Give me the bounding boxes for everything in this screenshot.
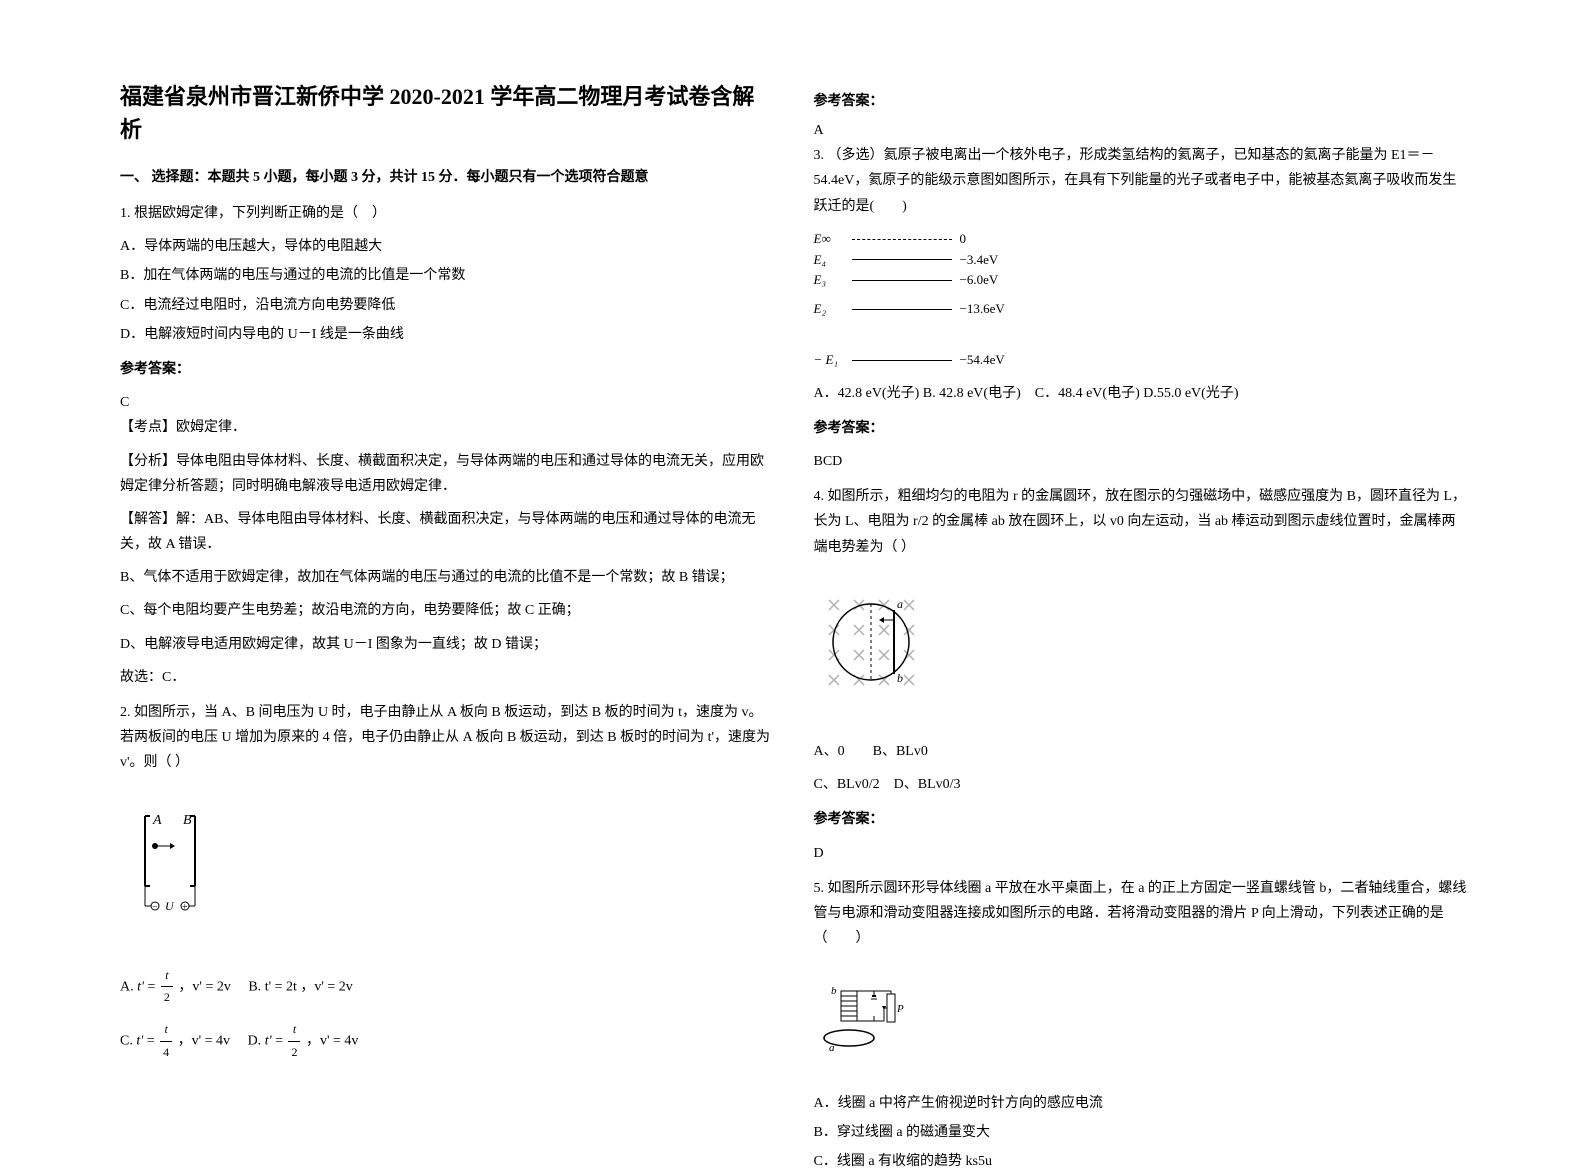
q2-optA-suffix: ，v' = 2v [178, 979, 230, 994]
svg-text:A: A [152, 813, 162, 828]
q1-solve-D: D、电解液导电适用欧姆定律，故其 U－I 图象为一直线；故 D 错误； [120, 632, 774, 657]
svg-text:U: U [165, 899, 175, 913]
q2-optC-suffix: ，v' = 4v [178, 1033, 230, 1048]
q5-coil-diagram: a b P [814, 961, 1468, 1080]
q4-stem: 4. 如图所示，粗细均匀的电阻为 r 的金属圆环，放在图示的匀强磁场中，磁感应强… [814, 484, 1468, 560]
q5-optC: C．线圈 a 有收缩的趋势 ks5u [814, 1149, 1468, 1174]
q1-answer-label: 参考答案： [120, 357, 774, 382]
q2-circuit-diagram: A B − + U [120, 786, 774, 955]
e1-val: −54.4eV [960, 350, 1005, 371]
e4: E₄ [814, 250, 844, 271]
e1: − E₁ [814, 350, 844, 371]
page-title: 福建省泉州市晋江新侨中学 2020-2021 学年高二物理月考试卷含解析 [120, 80, 774, 146]
svg-text:a: a [829, 1042, 835, 1054]
q2: 2. 如图所示，当 A、B 间电压为 U 时，电子由静止从 A 板向 B 板运动… [120, 700, 774, 1063]
q2-optB-prefix: B. [248, 979, 264, 994]
q2-optA-prefix: A. [120, 979, 137, 994]
q1-solve-intro: 【解答】解：AB、导体电阻由导体材料、长度、横截面积决定，与导体两端的电压和通过… [120, 507, 774, 557]
q3-options: A．42.8 eV(光子) B. 42.8 eV(电子) C．48.4 eV(电… [814, 381, 1468, 406]
q2-answer: A [814, 118, 1468, 143]
svg-text:a: a [897, 597, 903, 611]
q4-optCD: C、BLv0/2 D、BLv0/3 [814, 772, 1468, 797]
q1-optD: D．电解液短时间内导电的 U－I 线是一条曲线 [120, 322, 774, 347]
q2-stem: 2. 如图所示，当 A、B 间电压为 U 时，电子由静止从 A 板向 B 板运动… [120, 700, 774, 776]
q5-optA: A．线圈 a 中将产生俯视逆时针方向的感应电流 [814, 1091, 1468, 1116]
e3-val: −6.0eV [960, 270, 999, 291]
q1-answer: C [120, 390, 774, 415]
q3: 3. （多选）氦原子被电离出一个核外电子，形成类氢结构的氦离子，已知基态的氦离子… [814, 143, 1468, 474]
svg-text:P: P [896, 1003, 904, 1015]
q2-options-row2: C. t' = t4 ，v' = 4v D. t' = t2 ，v' = 4v [120, 1019, 774, 1063]
q1-solve-C: C、每个电阻均要产生电势差；故沿电流的方向，电势要降低；故 C 正确； [120, 598, 774, 623]
e2-val: −13.6eV [960, 299, 1005, 320]
q4-optAB: A、0 B、BLv0 [814, 739, 1468, 764]
svg-text:b: b [897, 671, 903, 685]
right-column: 参考答案： A 3. （多选）氦原子被电离出一个核外电子，形成类氢结构的氦离子，… [794, 80, 1488, 1082]
q1-point: 【考点】欧姆定律． [120, 415, 774, 440]
e-inf: E∞ [814, 229, 844, 250]
q3-answer-label: 参考答案： [814, 416, 1468, 441]
q2-options-row1: A. t' = t2 ，v' = 2v B. t' = 2t ，v' = 2v [120, 965, 774, 1009]
svg-text:+: + [182, 902, 188, 913]
e4-val: −3.4eV [960, 250, 999, 271]
q3-energy-diagram: E∞ 0 E₄ −3.4eV E₃ −6.0eV E₂ −13.6eV − E₁ [814, 229, 1468, 371]
e2: E₂ [814, 299, 844, 320]
q1-optB: B．加在气体两端的电压与通过的电流的比值是一个常数 [120, 263, 774, 288]
left-column: 福建省泉州市晋江新侨中学 2020-2021 学年高二物理月考试卷含解析 一、 … [100, 80, 794, 1082]
q1-optC: C．电流经过电阻时，沿电流方向电势要降低 [120, 293, 774, 318]
q4-answer-label: 参考答案： [814, 807, 1468, 832]
q3-answer: BCD [814, 449, 1468, 474]
e-inf-val: 0 [960, 229, 967, 250]
q2-optC-prefix: C. [120, 1033, 136, 1048]
q1-solve-final: 故选：C． [120, 665, 774, 690]
q2-optD-suffix: ，v' = 4v [306, 1033, 358, 1048]
q1-analysis: 【分析】导体电阻由导体材料、长度、横截面积决定，与导体两端的电压和通过导体的电流… [120, 449, 774, 499]
q1-stem: 1. 根据欧姆定律，下列判断正确的是（ ） [120, 201, 774, 226]
section1-title: 一、 选择题：本题共 5 小题，每小题 3 分，共计 15 分．每小题只有一个选… [120, 166, 774, 186]
q2-answer-label: 参考答案： [814, 90, 1468, 110]
q1: 1. 根据欧姆定律，下列判断正确的是（ ） A．导体两端的电压越大，导体的电阻越… [120, 201, 774, 690]
q4: 4. 如图所示，粗细均匀的电阻为 r 的金属圆环，放在图示的匀强磁场中，磁感应强… [814, 484, 1468, 866]
q5: 5. 如图所示圆环形导体线圈 a 平放在水平桌面上，在 a 的正上方固定一竖直螺… [814, 876, 1468, 1174]
q2-optB-text: t' = 2t ，v' = 2v [265, 979, 353, 994]
e3: E₃ [814, 270, 844, 291]
q5-stem: 5. 如图所示圆环形导体线圈 a 平放在水平桌面上，在 a 的正上方固定一竖直螺… [814, 876, 1468, 952]
svg-text:b: b [831, 985, 837, 997]
q1-optA: A．导体两端的电压越大，导体的电阻越大 [120, 234, 774, 259]
q4-field-diagram: a b [814, 570, 1468, 729]
q3-stem: 3. （多选）氦原子被电离出一个核外电子，形成类氢结构的氦离子，已知基态的氦离子… [814, 143, 1468, 219]
q1-solve-B: B、气体不适用于欧姆定律，故加在气体两端的电压与通过的电流的比值不是一个常数；故… [120, 565, 774, 590]
svg-text:−: − [152, 902, 158, 913]
q5-optB: B．穿过线圈 a 的磁通量变大 [814, 1120, 1468, 1145]
q4-answer: D [814, 841, 1468, 866]
q2-optD-prefix: D. [248, 1033, 265, 1048]
svg-text:B: B [183, 813, 192, 828]
